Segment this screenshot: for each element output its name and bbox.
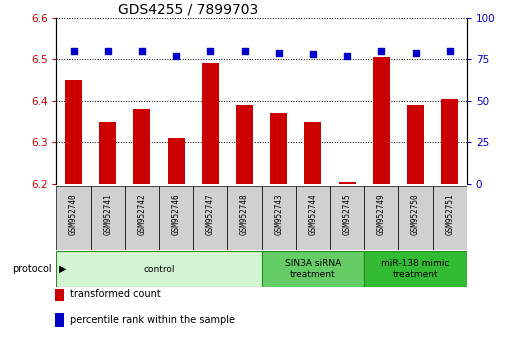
Point — [241, 48, 249, 54]
Bar — [432, 186, 467, 250]
Point — [309, 51, 317, 57]
Text: miR-138 mimic
treatment: miR-138 mimic treatment — [381, 259, 450, 279]
Bar — [159, 186, 193, 250]
Text: GSM952748: GSM952748 — [240, 194, 249, 235]
Bar — [133, 109, 150, 184]
Text: control: control — [143, 264, 175, 274]
Bar — [56, 186, 91, 250]
Text: GDS4255 / 7899703: GDS4255 / 7899703 — [118, 2, 258, 17]
Text: GSM952746: GSM952746 — [172, 194, 181, 235]
Bar — [364, 186, 399, 250]
Point — [411, 50, 420, 56]
Text: GSM952740: GSM952740 — [69, 194, 78, 235]
Text: transformed count: transformed count — [70, 289, 161, 299]
Text: GSM952741: GSM952741 — [103, 194, 112, 235]
Text: GSM952751: GSM952751 — [445, 194, 454, 235]
Bar — [227, 186, 262, 250]
Bar — [373, 57, 390, 184]
Bar — [262, 251, 364, 287]
Bar — [304, 122, 322, 184]
Text: SIN3A siRNA
treatment: SIN3A siRNA treatment — [285, 259, 341, 279]
Point — [69, 48, 77, 54]
Text: GSM952749: GSM952749 — [377, 194, 386, 235]
Text: GSM952745: GSM952745 — [343, 194, 351, 235]
Point — [206, 48, 214, 54]
Point — [274, 50, 283, 56]
Bar — [364, 251, 467, 287]
Text: percentile rank within the sample: percentile rank within the sample — [70, 314, 235, 325]
Text: GSM952750: GSM952750 — [411, 194, 420, 235]
Bar — [407, 105, 424, 184]
Bar — [399, 186, 432, 250]
Bar — [296, 186, 330, 250]
Point — [172, 53, 180, 59]
Bar — [236, 105, 253, 184]
Point — [104, 48, 112, 54]
Text: GSM952743: GSM952743 — [274, 194, 283, 235]
Text: GSM952747: GSM952747 — [206, 194, 215, 235]
Bar — [91, 186, 125, 250]
Bar — [56, 251, 262, 287]
Bar — [339, 182, 356, 184]
Bar — [55, 288, 65, 301]
Bar — [125, 186, 159, 250]
Bar — [270, 113, 287, 184]
Bar — [168, 138, 185, 184]
Text: GSM952742: GSM952742 — [137, 194, 146, 235]
Point — [377, 48, 385, 54]
Point — [446, 48, 454, 54]
Bar — [330, 186, 364, 250]
Bar — [441, 99, 458, 184]
Point — [138, 48, 146, 54]
Bar — [202, 63, 219, 184]
Bar — [55, 313, 65, 327]
Text: ▶: ▶ — [59, 264, 67, 274]
Bar — [65, 80, 82, 184]
Text: GSM952744: GSM952744 — [308, 194, 318, 235]
Bar — [99, 122, 116, 184]
Bar — [262, 186, 296, 250]
Text: protocol: protocol — [12, 264, 51, 274]
Point — [343, 53, 351, 59]
Bar — [193, 186, 227, 250]
